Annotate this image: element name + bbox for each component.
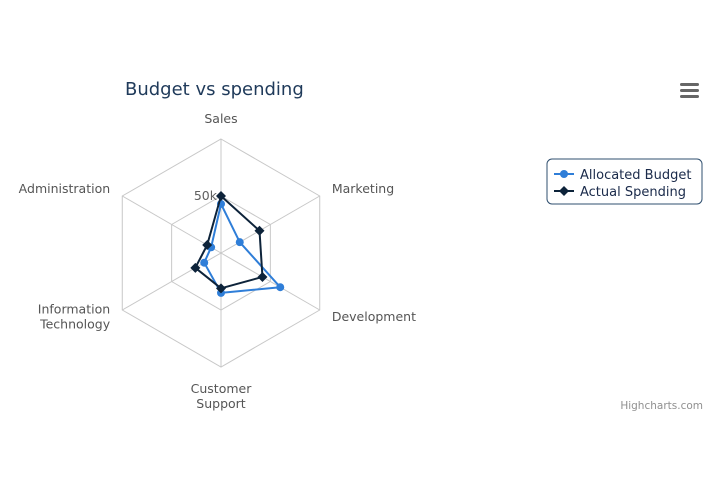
category-label-line: Administration — [19, 181, 110, 196]
data-point[interactable] — [190, 262, 201, 273]
category-label-4: Customer Support — [191, 381, 253, 411]
category-label-line: Customer — [191, 381, 253, 396]
radial-tick-label-1: 50k — [194, 188, 218, 203]
data-point[interactable] — [257, 271, 268, 282]
data-point[interactable] — [276, 283, 285, 292]
spoke-3 — [220, 252, 320, 311]
category-label-line: Technology — [39, 317, 111, 332]
legend-marker-actual — [559, 186, 569, 196]
menu-button[interactable] — [676, 78, 704, 102]
category-labels: Sales Marketing Development Customer Support… — [19, 111, 416, 411]
category-label-line: Marketing — [332, 181, 394, 196]
data-point[interactable] — [235, 238, 244, 247]
legend-label-actual: Actual Spending — [580, 185, 686, 200]
category-label-line: Information — [38, 302, 110, 317]
data-point[interactable] — [216, 283, 226, 294]
data-point[interactable] — [200, 258, 209, 267]
legend-marker-allocated — [560, 170, 568, 178]
legend: Allocated Budget Actual Spending — [546, 158, 703, 205]
legend-item-allocated-budget[interactable]: Allocated Budget — [554, 168, 691, 183]
series-2 — [190, 191, 268, 294]
category-label-line: Development — [332, 309, 416, 324]
series-layer — [190, 191, 285, 297]
category-label-line: Sales — [204, 111, 237, 126]
radial-ticks: 50k — [194, 188, 218, 203]
category-label-2: Marketing — [332, 181, 394, 196]
credits-link[interactable]: Highcharts.com — [620, 400, 703, 412]
chart-title: Budget vs spending — [125, 79, 304, 100]
legend-label-allocated: Allocated Budget — [580, 168, 691, 183]
radar-grid — [121, 138, 321, 368]
legend-item-actual-spending[interactable]: Actual Spending — [554, 185, 686, 200]
category-label-1: Sales — [204, 111, 237, 126]
category-label-5: Information Technology — [38, 302, 111, 332]
data-point[interactable] — [254, 225, 265, 236]
category-label-6: Administration — [19, 181, 110, 196]
data-point[interactable] — [216, 191, 226, 201]
data-point[interactable] — [202, 240, 213, 251]
hamburger-menu-icon — [680, 83, 699, 98]
category-label-3: Development — [332, 309, 416, 324]
category-label-line: Support — [196, 396, 246, 411]
legend-box — [546, 158, 703, 205]
